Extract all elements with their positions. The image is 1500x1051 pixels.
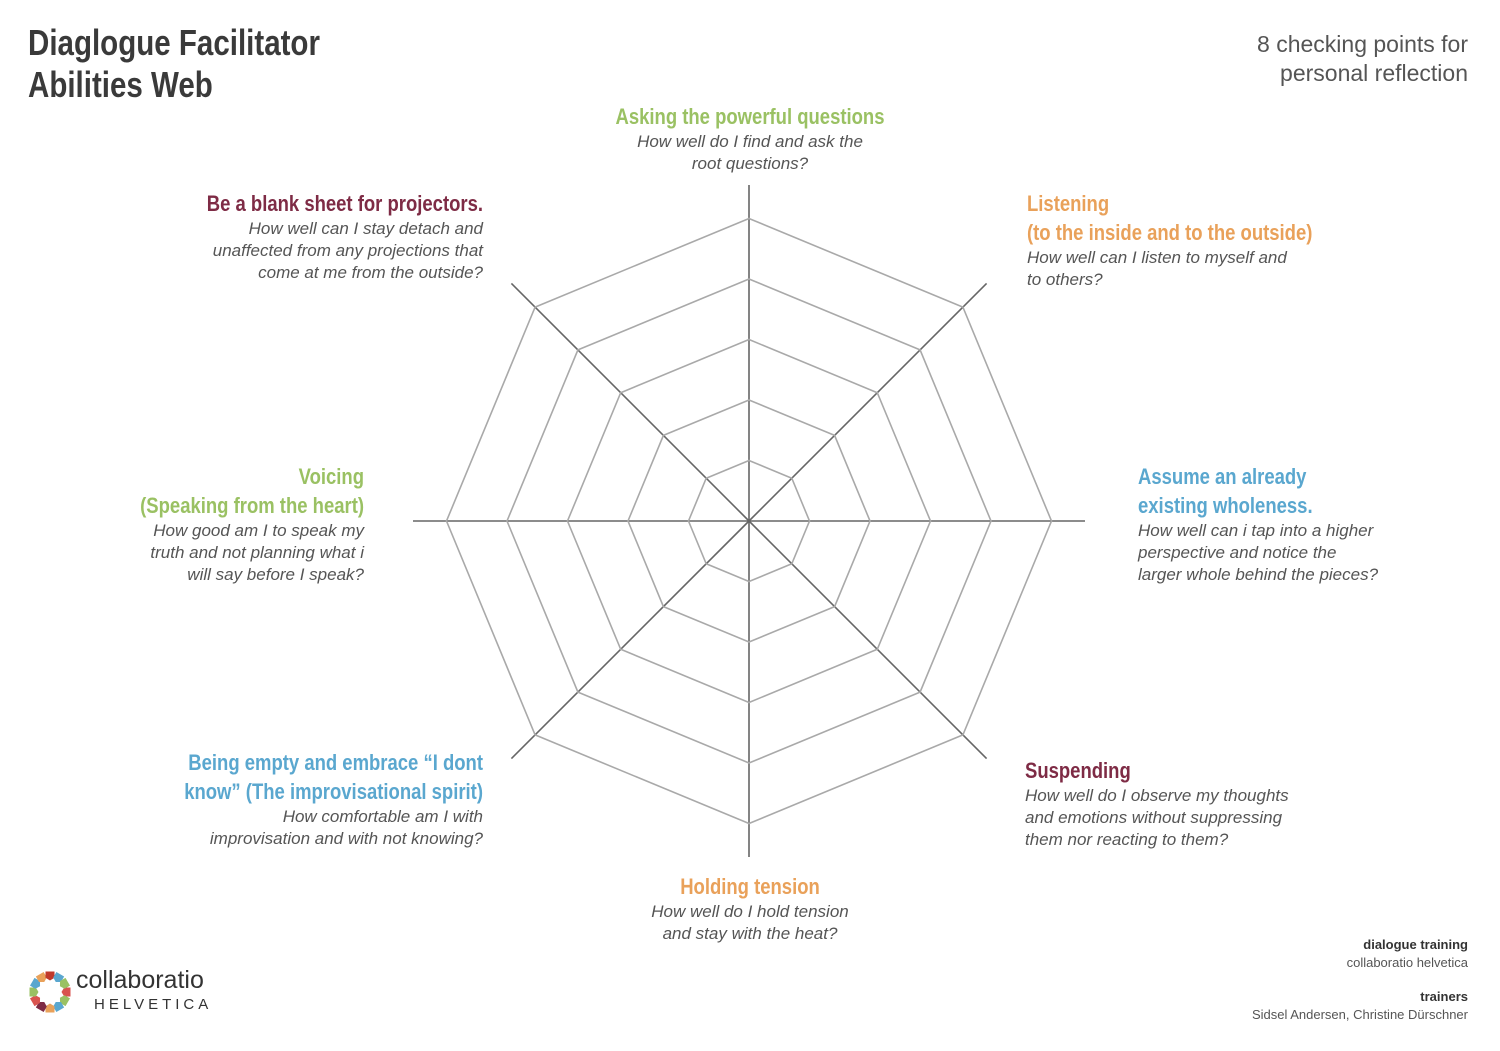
web-ring-4 xyxy=(506,278,992,764)
logo-petal xyxy=(61,987,71,997)
point-title: Being empty and embrace “I dont xyxy=(188,750,483,775)
point-question: How well can I listen to myself and xyxy=(1027,248,1287,267)
web-ring-5 xyxy=(445,217,1053,825)
logo-petal xyxy=(53,971,65,983)
point-title: Voicing xyxy=(298,464,364,489)
point-question: will say before I speak? xyxy=(187,565,364,584)
point-title: (to the inside and to the outside) xyxy=(1027,220,1313,245)
point-title: Asking the powerful questions xyxy=(615,104,885,129)
point-question: truth and not planning what i xyxy=(150,543,364,562)
point-title: know” (The improvisational spirit) xyxy=(184,779,483,804)
web-ring-1 xyxy=(687,459,811,583)
point-question: and stay with the heat? xyxy=(662,924,838,943)
axis-listening xyxy=(748,282,988,522)
point-title: Assume an already xyxy=(1138,464,1307,489)
point-question: improvisation and with not knowing? xyxy=(209,829,483,848)
page-subtitle: 8 checking points for personal reflectio… xyxy=(1257,30,1468,88)
point-question: come at me from the outside? xyxy=(258,263,483,282)
point-question: How well do I hold tension xyxy=(651,902,849,921)
point-title: Holding tension xyxy=(680,874,820,899)
point-question: unaffected from any projections that xyxy=(212,241,483,260)
logo-petal xyxy=(53,1001,65,1013)
point-question: How well do I observe my thoughts xyxy=(1025,786,1289,805)
point-suspending: Suspending How well do I observe my thou… xyxy=(1025,756,1385,851)
logo-mark-icon xyxy=(29,971,71,1013)
point-question: them nor reacting to them? xyxy=(1025,830,1229,849)
point-question: How good am I to speak my xyxy=(153,521,364,540)
point-title: (Speaking from the heart) xyxy=(140,493,364,518)
logo-subname: HELVETICA xyxy=(94,996,213,1013)
credit-value-training: collaboratio helvetica xyxy=(1346,955,1468,970)
point-question: root questions? xyxy=(691,154,809,173)
logo-petal xyxy=(59,977,71,989)
logo-petal xyxy=(35,971,47,983)
point-question: to others? xyxy=(1027,270,1103,289)
point-voicing: Voicing (Speaking from the heart) How go… xyxy=(64,462,364,586)
web-ring-2 xyxy=(627,399,871,643)
point-listening: Listening (to the inside and to the outs… xyxy=(1027,189,1387,291)
point-blank-sheet: Be a blank sheet for projectors. How wel… xyxy=(123,189,483,284)
logo-name: collaboratio xyxy=(76,966,204,994)
point-question: How well do I find and ask the xyxy=(637,132,863,151)
point-title: Be a blank sheet for projectors. xyxy=(206,191,483,216)
point-asking-questions: Asking the powerful questions How well d… xyxy=(550,102,950,175)
credits: dialogue training collaboratio helvetica… xyxy=(1252,936,1468,1040)
point-question: How well can i tap into a higher xyxy=(1138,521,1374,540)
subtitle-line-1: 8 checking points for xyxy=(1257,31,1468,57)
axis-blank-sheet xyxy=(510,282,750,522)
credit-label-training: dialogue training xyxy=(1363,937,1468,952)
axis-suspending xyxy=(748,520,988,760)
point-wholeness: Assume an already existing wholeness. Ho… xyxy=(1138,462,1468,586)
logo-petal xyxy=(29,977,41,989)
credit-value-trainers: Sidsel Andersen, Christine Dürschner xyxy=(1251,1007,1468,1022)
logo-petal xyxy=(35,1001,47,1013)
point-question: How well can I stay detach and xyxy=(248,219,483,238)
point-question: larger whole behind the pieces? xyxy=(1138,565,1379,584)
point-question: How comfortable am I with xyxy=(282,807,483,826)
point-question: and emotions without suppressing xyxy=(1025,808,1283,827)
page-title: Diaglogue Facilitator Abilities Web xyxy=(28,22,320,106)
title-line-2: Abilities Web xyxy=(28,64,213,105)
logo-petal xyxy=(29,987,39,997)
axis-being-empty xyxy=(510,520,750,760)
web-ring-3 xyxy=(566,338,932,704)
collaboratio-logo: collaboratio HELVETICA xyxy=(26,964,236,1024)
point-title: Listening xyxy=(1027,191,1110,216)
logo-petal xyxy=(59,995,71,1007)
title-line-1: Diaglogue Facilitator xyxy=(28,22,320,63)
logo-petal xyxy=(45,1003,55,1013)
logo-petal xyxy=(45,971,55,981)
logo-petal xyxy=(29,995,41,1007)
credit-label-trainers: trainers xyxy=(1420,989,1468,1004)
point-title: existing wholeness. xyxy=(1138,493,1313,518)
point-holding-tension: Holding tension How well do I hold tensi… xyxy=(550,872,950,945)
point-being-empty: Being empty and embrace “I dont know” (T… xyxy=(103,748,483,850)
point-title: Suspending xyxy=(1025,758,1131,783)
subtitle-line-2: personal reflection xyxy=(1280,60,1468,86)
point-question: perspective and notice the xyxy=(1138,543,1337,562)
